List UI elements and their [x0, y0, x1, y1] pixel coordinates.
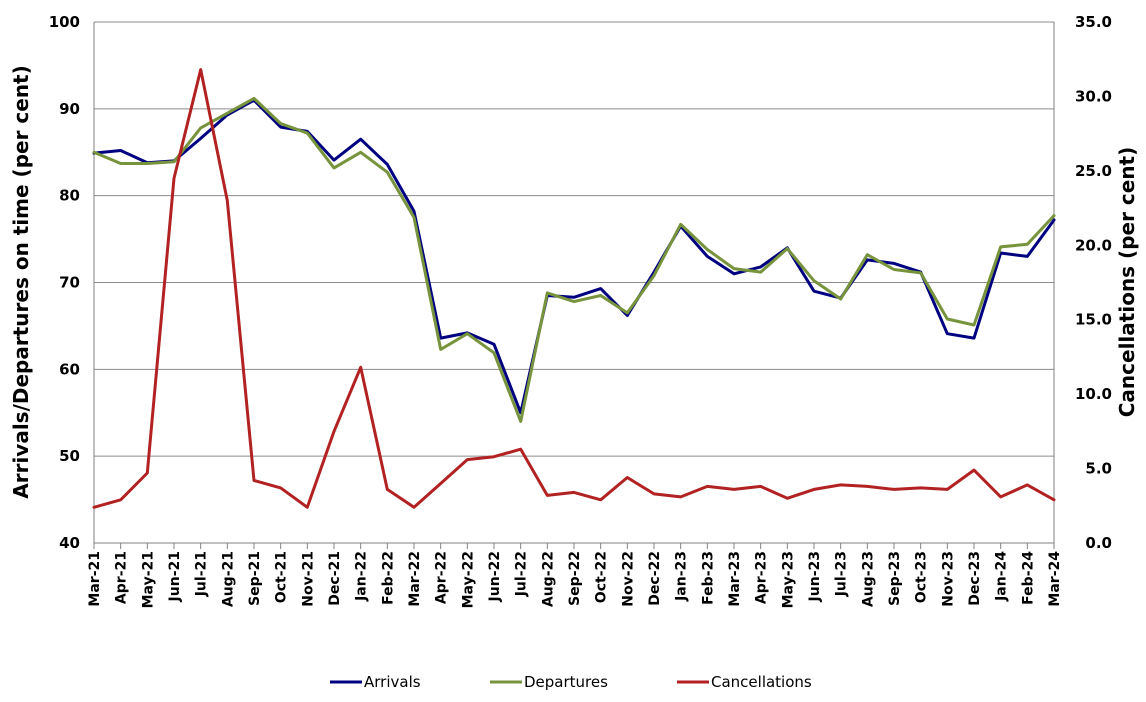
y-axis-left-title: Arrivals/Departures on time (per cent)	[9, 65, 33, 499]
y-left-tick-label: 100	[49, 13, 80, 31]
x-tick-label: Nov-21	[300, 551, 316, 607]
x-tick-label: May-23	[780, 551, 796, 608]
y-left-tick-label: 60	[59, 360, 80, 378]
x-tick-label: Dec-23	[967, 551, 983, 606]
x-tick-label: Jul-22	[514, 551, 530, 597]
y-axis-right-title: Cancellations (per cent)	[1115, 147, 1139, 418]
y-right-tick-label: 0.0	[1085, 534, 1112, 552]
y-left-tick-label: 80	[59, 187, 80, 205]
x-tick-label: Jan-23	[674, 551, 690, 602]
x-tick-label: Jun-21	[167, 551, 183, 602]
series-line-arrivals	[92, 98, 1056, 415]
x-tick-label: Dec-21	[327, 551, 343, 606]
x-tick-label: Mar-21	[87, 551, 103, 607]
x-tick-label: Sep-21	[247, 551, 263, 606]
x-tick-label: Oct-23	[914, 551, 930, 603]
y-left-tick-label: 90	[59, 100, 80, 118]
x-tick-label: Feb-24	[1020, 551, 1036, 605]
x-tick-label: Sep-23	[887, 551, 903, 606]
x-tick-label: Apr-22	[434, 551, 450, 604]
x-tick-label: Oct-21	[274, 551, 290, 603]
x-tick-label: Apr-23	[754, 551, 770, 604]
y-left-tick-label: 50	[59, 447, 80, 465]
y-right-tick-label: 5.0	[1085, 460, 1112, 478]
y-right-tick-label: 20.0	[1075, 236, 1112, 254]
series-lines	[92, 68, 1056, 509]
x-tick-label: May-22	[460, 551, 476, 608]
x-tick-label: Dec-22	[647, 551, 663, 606]
tick-labels: 40 50 60 70 80 90 100 0.0 5.0 10.0 15.0 20.0 25.0 30.…	[49, 13, 1112, 608]
legend-label-arrivals: Arrivals	[364, 673, 421, 691]
x-tick-label: Aug-21	[220, 551, 236, 607]
x-tick-label: Sep-22	[567, 551, 583, 606]
y-right-tick-label: 25.0	[1075, 162, 1112, 180]
x-tick-label: Feb-23	[700, 551, 716, 605]
x-tick-label: Feb-22	[380, 551, 396, 605]
series-line-cancellations	[92, 68, 1056, 509]
x-tick-label: Jun-23	[807, 551, 823, 602]
x-tick-label: Nov-23	[940, 551, 956, 607]
legend: Arrivals Departures Cancellations	[330, 673, 812, 691]
series-line-departures	[92, 96, 1056, 423]
x-tick-label: Oct-22	[594, 551, 610, 603]
x-tick-label: Mar-22	[407, 551, 423, 607]
x-tick-label: May-21	[140, 551, 156, 608]
x-tick-label: Aug-23	[860, 551, 876, 607]
y-right-tick-label: 35.0	[1075, 13, 1112, 31]
legend-label-cancellations: Cancellations	[711, 673, 812, 691]
x-tick-label: Jul-21	[194, 551, 210, 597]
y-left-tick-label: 40	[59, 534, 80, 552]
y-left-tick-label: 70	[59, 274, 80, 292]
x-tick-label: Aug-22	[540, 551, 556, 607]
gridlines	[94, 21, 1054, 457]
y-right-tick-label: 30.0	[1075, 87, 1112, 105]
x-tick-label: Mar-24	[1047, 551, 1063, 607]
x-tick-label: Apr-21	[114, 551, 130, 604]
axes	[93, 22, 1055, 549]
x-tick-label: Jan-22	[354, 551, 370, 602]
y-right-tick-label: 10.0	[1075, 385, 1112, 403]
x-tick-label: Mar-23	[727, 551, 743, 607]
x-tick-label: Nov-22	[620, 551, 636, 607]
x-tick-label: Jul-23	[834, 551, 850, 597]
legend-label-departures: Departures	[524, 673, 608, 691]
x-tick-label: Jan-24	[994, 551, 1010, 602]
y-right-tick-label: 15.0	[1075, 311, 1112, 329]
x-tick-label: Jun-22	[487, 551, 503, 602]
